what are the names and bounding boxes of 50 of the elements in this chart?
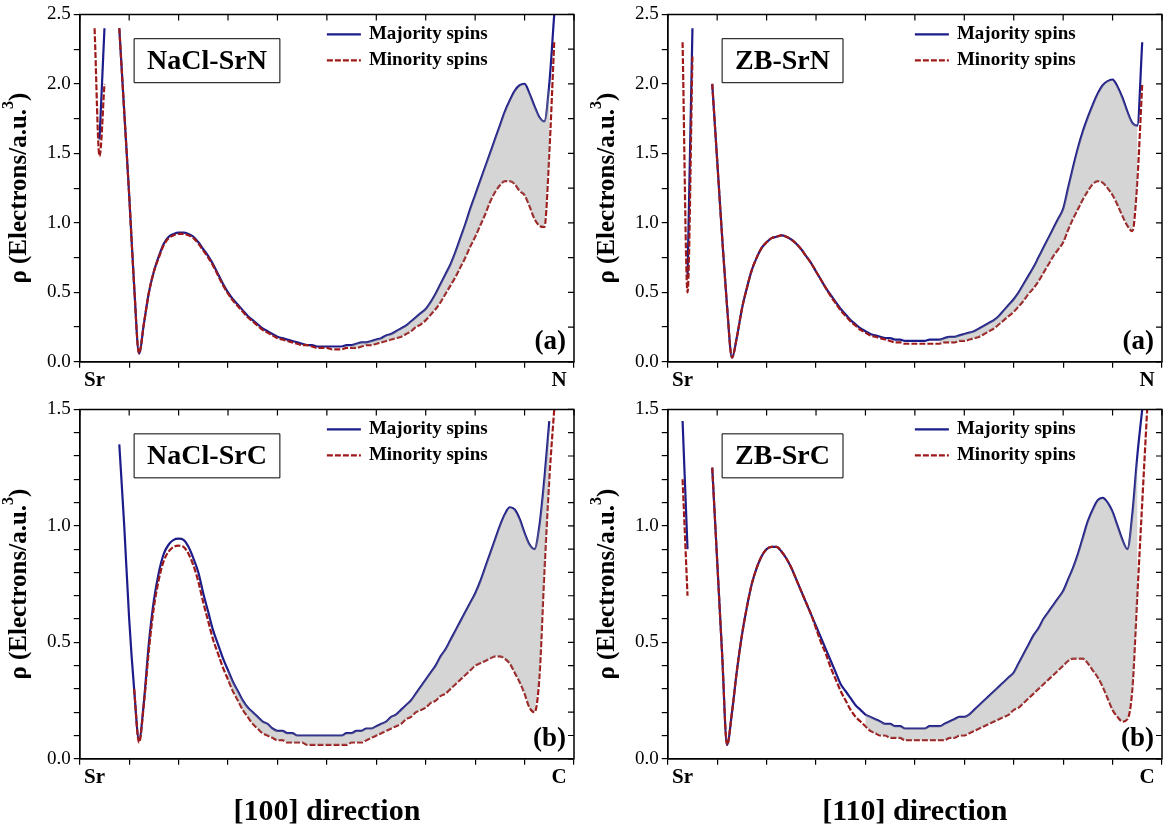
text: NaCl-SrN xyxy=(147,43,267,75)
y-tick-label: 2.0 xyxy=(635,71,659,93)
annotation: (b) xyxy=(533,722,566,753)
y-tick-label: 1.0 xyxy=(635,210,659,232)
text: ZB-SrN xyxy=(735,43,831,75)
x-tick-label: Sr xyxy=(84,366,106,391)
y-tick-label: 1.0 xyxy=(47,210,71,232)
annotation: (b) xyxy=(1121,722,1154,753)
y-axis-title: ρ (Electrons/a.u.3) xyxy=(0,488,33,680)
legend-label: Minority spins xyxy=(368,443,488,465)
y-tick-label: 0.0 xyxy=(47,746,71,768)
x-tick-label: Sr xyxy=(672,763,694,788)
y-tick-label: 0.5 xyxy=(635,630,659,652)
y-tick-label: 0.0 xyxy=(47,349,71,371)
legend-label: Minority spins xyxy=(956,443,1076,465)
y-tick-label: 0.5 xyxy=(47,280,71,302)
y-tick-label: 2.5 xyxy=(47,2,71,24)
legend-label: Minority spins xyxy=(368,48,488,70)
annotation: (a) xyxy=(1122,325,1154,356)
legend-label: Majority spins xyxy=(956,22,1076,44)
x-axis-title: [100] direction xyxy=(233,792,421,826)
y-tick-label: 1.5 xyxy=(47,141,71,163)
x-tick-label: Sr xyxy=(672,366,694,391)
y-tick-label: 2.5 xyxy=(635,2,659,24)
y-tick-label: 0.0 xyxy=(635,746,659,768)
text: NaCl-SrC xyxy=(147,439,267,471)
legend-label: Minority spins xyxy=(956,48,1076,70)
legend-label: Majority spins xyxy=(368,22,488,44)
annotation: (a) xyxy=(534,325,566,356)
y-tick-label: 1.0 xyxy=(47,513,71,535)
x-tick-label: N xyxy=(551,366,567,391)
y-tick-label: 0.0 xyxy=(635,349,659,371)
x-tick-label: C xyxy=(1139,763,1155,788)
x-tick-label: Sr xyxy=(84,763,106,788)
x-tick-label: N xyxy=(1139,366,1155,391)
y-tick-label: 2.0 xyxy=(47,71,71,93)
y-axis-title: ρ (Electrons/a.u.3) xyxy=(586,92,621,284)
y-tick-label: 1.0 xyxy=(635,513,659,535)
y-tick-label: 1.5 xyxy=(635,141,659,163)
y-tick-label: 1.5 xyxy=(635,397,659,419)
x-tick-label: C xyxy=(551,763,567,788)
x-axis-title: [110] direction xyxy=(822,792,1008,826)
legend-label: Majority spins xyxy=(368,417,488,439)
y-tick-label: 0.5 xyxy=(635,280,659,302)
y-axis-title: ρ (Electrons/a.u.3) xyxy=(586,488,621,680)
text: ZB-SrC xyxy=(735,439,831,471)
y-axis-title: ρ (Electrons/a.u.3) xyxy=(0,92,33,284)
y-tick-label: 1.5 xyxy=(47,397,71,419)
legend-label: Majority spins xyxy=(956,417,1076,439)
y-tick-label: 0.5 xyxy=(47,630,71,652)
